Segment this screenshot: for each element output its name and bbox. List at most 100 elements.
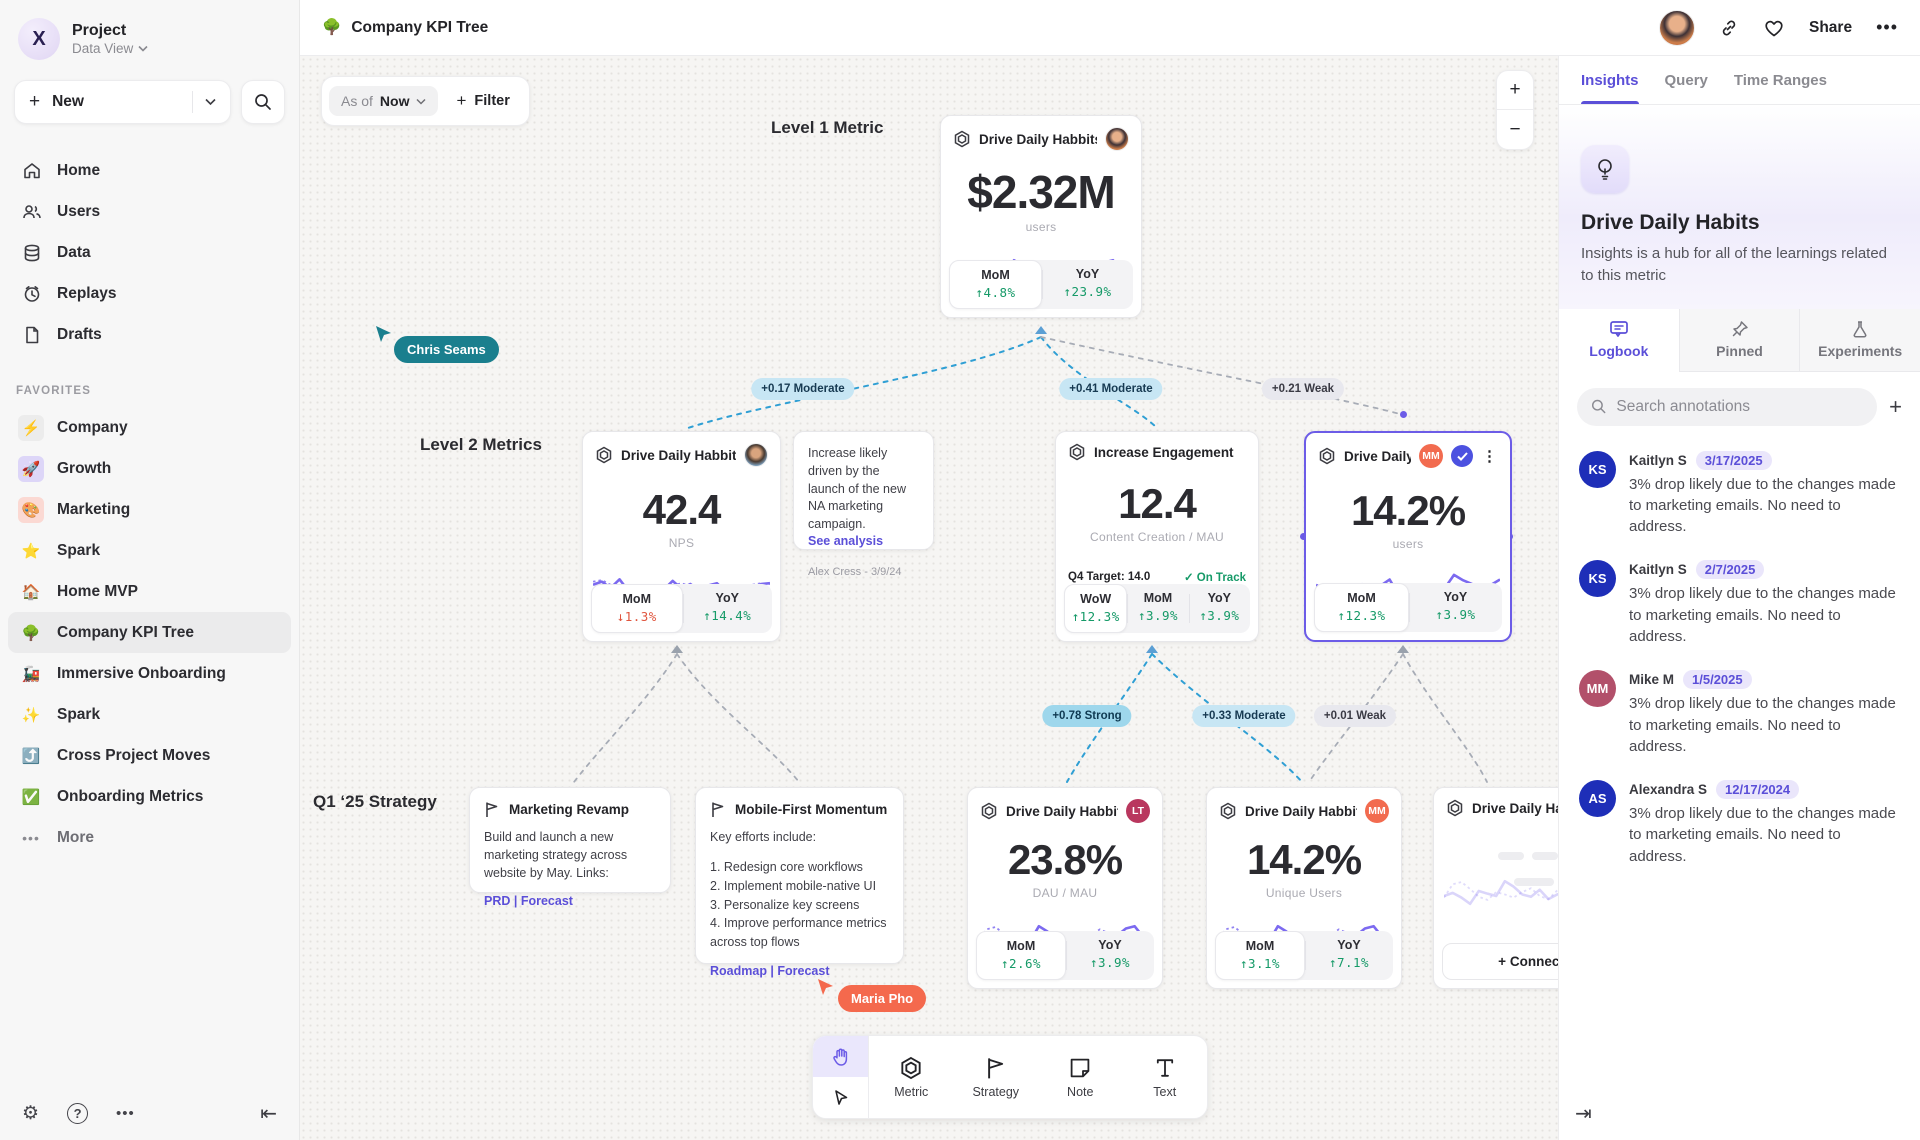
note-tool[interactable]: Note [1038,1036,1123,1118]
collapse-sidebar-icon[interactable]: ⇤ [260,1103,277,1125]
metric-tool[interactable]: Metric [869,1036,954,1118]
annotation-item[interactable]: KS Kaitlyn S 3/17/2025 3% drop likely du… [1559,434,1920,544]
selection-handle[interactable] [1300,533,1307,540]
tab-insights[interactable]: Insights [1581,56,1639,104]
favorite-item-immersive-onboarding[interactable]: 🚂 Immersive Onboarding [8,653,291,694]
subtab-pinned[interactable]: Pinned [1678,308,1800,372]
yoy-stat[interactable]: YoY ↑23.9% [1042,260,1133,309]
yoy-stat[interactable]: YoY ↑3.9% [1188,584,1250,633]
add-filter-button[interactable]: + Filter [444,84,521,118]
sidebar-item-home[interactable]: Home [0,150,299,191]
subtab-label: Pinned [1716,342,1763,359]
favorite-heart-icon[interactable] [1763,18,1785,38]
favorite-item-home-mvp[interactable]: 🏠 Home MVP [8,571,291,612]
favorite-item-company[interactable]: ⚡ Company [8,407,291,448]
favorite-label: Spark [57,705,101,723]
yoy-stat[interactable]: YoY ↑3.9% [1066,931,1154,980]
card-title: Increase Engagement [1094,444,1234,460]
metric-card-selected[interactable]: Drive Daily Habb.. MM ⋮ 14.2% users MoM … [1304,431,1512,642]
metric-card-level1[interactable]: Drive Daily Habbits $2.32M users MoM ↑4.… [940,115,1142,318]
favorite-item-onboarding-metrics[interactable]: ✅ Onboarding Metrics [8,776,291,817]
favorite-item-company-kpi-tree[interactable]: 🌳 Company KPI Tree [8,612,291,653]
help-icon[interactable]: ? [67,1103,89,1124]
annotation-note-card[interactable]: Increase likely driven by the launch of … [793,431,934,578]
annotation-search[interactable] [1577,387,1878,426]
owner-badge[interactable]: MM [1365,799,1389,823]
mom-stat[interactable]: MoM ↑2.6% [976,931,1066,980]
kpi-tree-canvas[interactable]: As of Now + Filter + − Level 1 Metric Le… [300,56,1558,1140]
strategy-card-mobile-first[interactable]: Mobile-First Momentum Key efforts includ… [695,787,904,978]
mom-stat[interactable]: MoM ↓1.3% [591,584,683,633]
tab-time-ranges[interactable]: Time Ranges [1733,71,1827,89]
search-annotations-input[interactable] [1616,397,1864,416]
sidebar-item-drafts[interactable]: Drafts [0,314,299,355]
add-annotation-button[interactable]: + [1889,393,1902,419]
favorite-item-spark-2[interactable]: ✨ Spark [8,694,291,735]
annotation-item[interactable]: AS Alexandra S 12/17/2024 3% drop likely… [1559,763,1920,873]
sidebar-item-replays[interactable]: Replays [0,273,299,314]
new-button[interactable]: + New [14,80,231,124]
chevron-down-icon[interactable] [205,98,216,106]
metric-card-unconnected[interactable]: Drive Daily Hab + Connect [1433,787,1558,989]
as-of-dropdown[interactable]: As of Now [329,86,439,116]
top-bar: 🌳 Company KPI Tree Share ••• [300,0,1920,56]
tab-query[interactable]: Query [1664,71,1708,89]
overflow-menu-icon[interactable]: ••• [116,1105,135,1122]
mom-stat[interactable]: MoM ↑4.8% [949,260,1042,309]
zoom-in-button[interactable]: + [1497,71,1533,110]
owner-avatar[interactable] [1105,127,1129,151]
strategy-links[interactable]: Roadmap | Forecast [710,963,830,978]
stat-value: ↓1.3% [616,609,657,624]
yoy-stat[interactable]: YoY ↑7.1% [1305,931,1393,980]
share-button[interactable]: Share [1809,18,1853,36]
file-icon [26,326,39,343]
strategy-links[interactable]: PRD | Forecast [484,894,573,909]
metric-card-unique-users[interactable]: Drive Daily Habbits MM 14.2% Unique User… [1206,787,1402,989]
settings-gear-icon[interactable]: ⚙ [22,1103,40,1124]
select-cursor-tool[interactable] [813,1077,868,1118]
mom-stat[interactable]: MoM ↑3.1% [1215,931,1305,980]
mom-stat[interactable]: MoM ↑12.3% [1314,583,1409,632]
yoy-stat[interactable]: YoY ↑3.9% [1409,583,1502,632]
sidebar-more-button[interactable]: ••• More [8,817,291,858]
more-menu-icon[interactable]: ••• [1876,17,1898,37]
mom-stat[interactable]: MoM ↑3.9% [1127,584,1188,633]
text-tool[interactable]: Text [1123,1036,1208,1118]
owner-badge[interactable]: MM [1419,444,1443,468]
metric-card-dau[interactable]: Drive Daily Habbits LT 23.8% DAU / MAU M… [967,787,1163,989]
sidebar-item-users[interactable]: Users [0,191,299,232]
zoom-out-button[interactable]: − [1509,118,1521,140]
yoy-stat[interactable]: YoY ↑14.4% [682,584,773,633]
pan-hand-tool[interactable] [813,1036,868,1077]
metric-card-nps[interactable]: Drive Daily Habbits 42.4 NPS MoM ↓1.3% Y… [582,431,781,642]
strategy-tool[interactable]: Strategy [954,1036,1039,1118]
filter-label: Filter [474,93,510,109]
workspace-switcher[interactable]: Data View [72,41,148,56]
owner-badge[interactable]: LT [1126,799,1150,823]
annotation-date-badge: 1/5/2025 [1683,670,1752,690]
favorite-item-cross-project-moves[interactable]: ⤴️ Cross Project Moves [8,735,291,776]
selection-handle[interactable] [1400,411,1407,418]
link-icon[interactable] [1719,18,1739,38]
sidebar-item-data[interactable]: Data [0,232,299,273]
user-avatar[interactable] [1659,9,1695,46]
collapse-panel-icon[interactable]: ⇥ [1575,1103,1592,1125]
metric-card-engagement[interactable]: Increase Engagement 12.4 Content Creatio… [1055,431,1259,642]
connect-label: Connect [1509,954,1558,969]
card-menu-icon[interactable]: ⋮ [1482,448,1497,465]
project-switcher[interactable]: X Project Data View [0,0,299,68]
see-analysis-link[interactable]: See analysis [808,533,884,548]
subtab-experiments[interactable]: Experiments [1799,308,1920,372]
sidebar-item-label: Users [57,202,101,220]
owner-avatar[interactable] [744,443,768,467]
annotation-item[interactable]: KS Kaitlyn S 2/7/2025 3% drop likely due… [1559,543,1920,653]
subtab-logbook[interactable]: Logbook [1559,308,1679,372]
wow-stat[interactable]: WoW ↑12.3% [1064,584,1128,633]
favorite-item-spark[interactable]: ⭐ Spark [8,530,291,571]
annotation-item[interactable]: MM Mike M 1/5/2025 3% drop likely due to… [1559,653,1920,763]
favorite-item-growth[interactable]: 🚀 Growth [8,448,291,489]
strategy-card-marketing-revamp[interactable]: Marketing Revamp Build and launch a new … [469,787,671,908]
favorite-item-marketing[interactable]: 🎨 Marketing [8,489,291,530]
connect-metric-button[interactable]: + Connect [1442,943,1558,980]
search-button[interactable] [241,80,285,124]
